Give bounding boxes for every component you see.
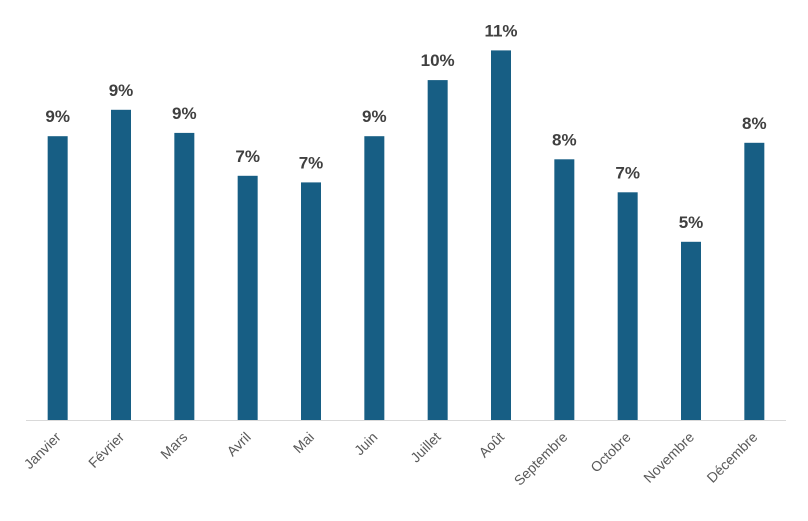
bar [491,50,511,421]
x-tick-label: Octobre [587,429,634,476]
x-tick-label: Novembre [640,429,697,486]
value-label: 9% [109,81,134,100]
bar [174,132,195,420]
bar [301,182,321,420]
bar [617,192,638,420]
value-label: 7% [299,153,324,172]
x-tick-label: Juillet [407,429,444,466]
value-label: 8% [552,130,577,149]
x-tick-label: Juin [351,429,380,458]
value-label: 7% [615,163,640,182]
value-label: 11% [484,21,517,40]
value-label: 9% [45,107,70,126]
x-tick-label: Mai [290,429,317,456]
x-tick-label: Février [85,429,127,471]
value-label: 9% [362,107,387,126]
bar [681,241,701,420]
x-tick-label: Avril [223,429,253,459]
value-label: 7% [235,147,260,166]
bar [237,175,258,420]
value-label: 5% [679,213,704,232]
value-label: 10% [421,51,455,70]
x-tick-label: Septembre [511,429,571,489]
bar [111,109,131,421]
x-tick-label: Décembre [703,429,760,486]
value-label: 9% [172,104,197,123]
bar [427,80,448,420]
bar [744,142,765,421]
x-tick-label: Janvier [21,429,64,472]
bar [554,159,575,421]
bar [364,136,385,420]
x-tick-label: Août [475,429,507,461]
value-label: 8% [742,114,767,133]
bar [47,136,68,420]
x-tick-label: Mars [157,429,190,462]
